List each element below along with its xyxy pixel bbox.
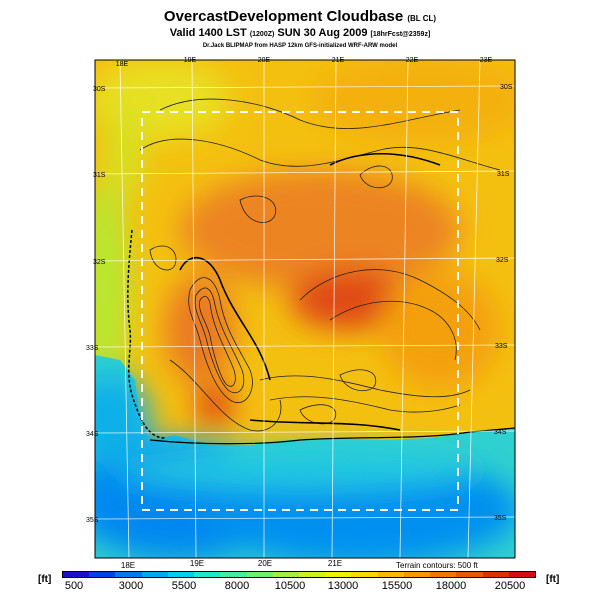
colorbar-tick: 15500 [381, 580, 413, 592]
left-lat-label: 34S [86, 431, 99, 438]
valid-time-line: Valid 1400 LST (1200Z) SUN 30 Aug 2009 [… [169, 27, 431, 39]
model-credit: Dr.Jack BLIPMAP from HASP 12km GFS-initi… [202, 43, 398, 49]
colorbar-swatch [482, 572, 509, 577]
colorbar-tick: 8000 [224, 580, 250, 592]
colorbar-swatch [351, 572, 378, 577]
colorbar-swatch [220, 572, 247, 577]
right-lat-label: 34S [494, 429, 507, 436]
colorbar-swatch [377, 572, 404, 577]
colorbar-swatch [246, 572, 273, 577]
right-lat-label: 31S [497, 171, 510, 178]
colorbar-swatch [456, 572, 483, 577]
colorbar-tick: 18000 [435, 580, 467, 592]
top-lon-label: 22E [406, 57, 419, 64]
right-lat-label: 35S [494, 515, 507, 522]
colorbar-tick: 13000 [327, 580, 359, 592]
colorbar-swatch [508, 572, 535, 577]
top-lon-label: 19E [184, 57, 197, 64]
left-lat-label: 32S [93, 259, 106, 266]
left-lat-label: 35S [86, 517, 99, 524]
colorbar-swatch [325, 572, 352, 577]
colorbar-tick: 5500 [171, 580, 197, 592]
colorbar-tick: 500 [64, 580, 84, 592]
map-title: OvercastDevelopment Cloudbase (BL CL) [163, 8, 437, 25]
colorbar-swatch [403, 572, 431, 577]
colorbar-swatch [167, 572, 195, 577]
top-lon-label: 21E [332, 57, 345, 64]
colorbar-unit-right: [ft] [546, 574, 560, 585]
colorbar-tick: 10500 [274, 580, 306, 592]
colorbar [62, 571, 536, 578]
colorbar-tick: 3000 [118, 580, 144, 592]
right-lat-label: 33S [495, 343, 508, 350]
inner-domain-boundary [141, 111, 459, 511]
colorbar-swatch [298, 572, 326, 577]
map-field [95, 60, 515, 558]
top-lon-label: 20E [258, 57, 271, 64]
colorbar-swatch [89, 572, 116, 577]
colorbar-swatch [272, 572, 299, 577]
map-frame [94, 59, 516, 559]
bottom-lon-label: 18E [121, 561, 135, 570]
top-lon-label: 18E [116, 61, 129, 68]
colorbar-swatch [430, 572, 457, 577]
terrain-contour-note: Terrain contours: 500 ft [396, 561, 478, 570]
colorbar-swatch [141, 572, 168, 577]
bottom-lon-label: 21E [328, 559, 342, 568]
right-lat-label: 32S [496, 257, 509, 264]
colorbar-unit-left: [ft] [38, 574, 52, 585]
colorbar-swatch [194, 572, 221, 577]
colorbar-tick: 20500 [494, 580, 526, 592]
colorbar-swatch [63, 572, 90, 577]
left-lat-label: 30S [93, 86, 106, 93]
left-lat-label: 33S [86, 345, 99, 352]
top-lon-label: 23E [480, 57, 493, 64]
bottom-lon-label: 20E [258, 559, 272, 568]
right-lat-label: 30S [500, 84, 513, 91]
colorbar-swatch [115, 572, 142, 577]
left-lat-label: 31S [93, 172, 106, 179]
bottom-lon-label: 19E [190, 559, 204, 568]
